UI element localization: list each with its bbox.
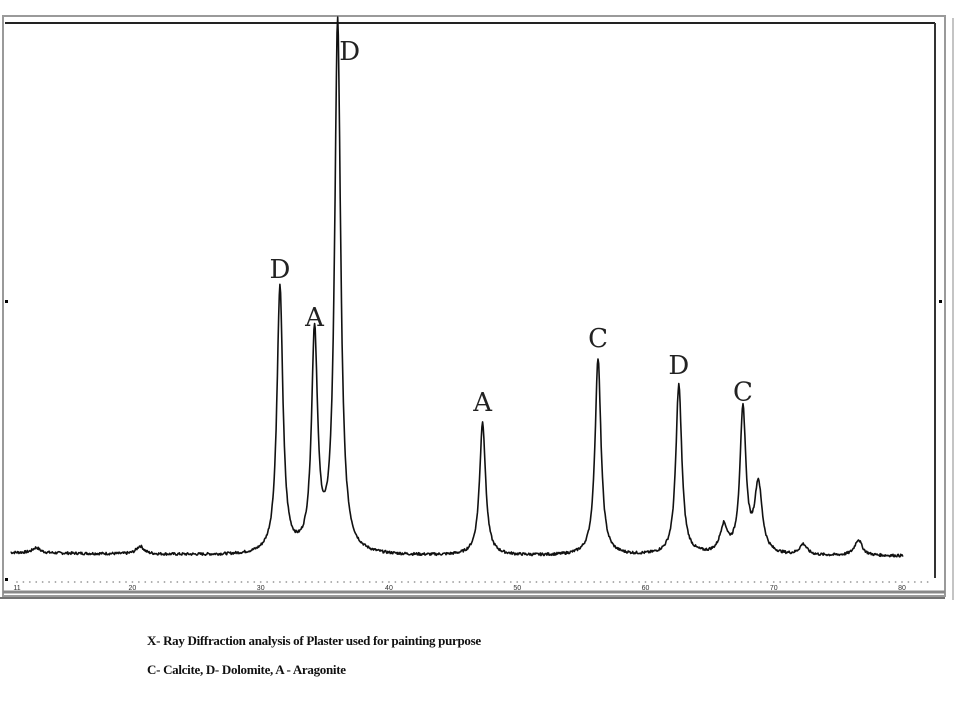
peak-label-c: C [733, 377, 753, 407]
left-marker [5, 300, 8, 303]
origin-marker [5, 578, 8, 581]
diffraction-trace [10, 16, 904, 558]
x-tick-label: 30 [257, 585, 265, 592]
x-tick-label: 20 [129, 585, 137, 592]
x-tick-label: 50 [513, 585, 521, 592]
peak-label-d: D [668, 351, 689, 381]
x-tick-label: 40 [385, 585, 393, 592]
peak-label-a: A [304, 303, 325, 333]
peak-label-d: D [270, 255, 291, 285]
x-tick-label: 60 [642, 585, 650, 592]
outer-frame [2, 15, 946, 597]
x-axis-tick-labels: 11 20 30 40 50 60 70 80 [13, 585, 906, 592]
x-tick-label: 70 [770, 585, 778, 592]
peak-label-a: A [472, 388, 493, 418]
x-tick-label: 80 [898, 585, 906, 592]
x-axis-minor-ticks [16, 581, 929, 583]
chart-caption-title: X- Ray Diffraction analysis of Plaster u… [147, 633, 481, 648]
x-tick-label: 11 [13, 585, 20, 592]
peak-label-c: C [588, 324, 608, 354]
right-marker [939, 300, 942, 303]
chart-caption-legend: C- Calcite, D- Dolomite, A - Aragonite [147, 662, 346, 677]
peak-label-d: D [339, 37, 360, 67]
